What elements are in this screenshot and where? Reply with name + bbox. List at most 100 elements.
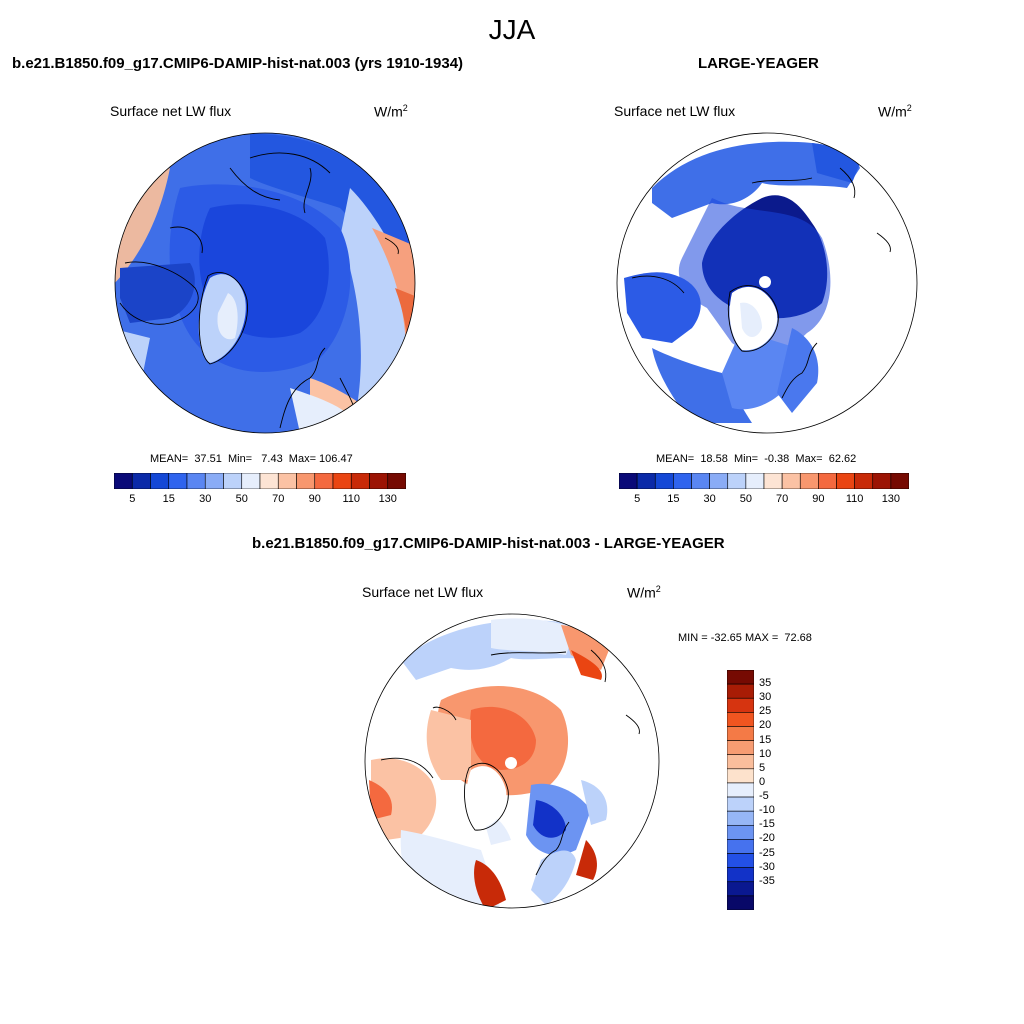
colorbar-swatch <box>727 473 747 489</box>
colorbar-swatch <box>727 782 754 798</box>
colorbar-swatch <box>727 670 754 685</box>
colorbar-tick-label: 50 <box>739 493 752 505</box>
colorbar-swatch <box>186 473 206 489</box>
colorbar-swatch <box>727 895 754 910</box>
colorbar-tick-label: 35 <box>759 677 772 690</box>
right-colorbar-ticks: 5 15 30 50 70 90 110 130 <box>619 493 909 509</box>
colorbar-swatch <box>818 473 837 489</box>
right-colorbar <box>619 473 909 489</box>
diff-polar-map <box>364 613 660 909</box>
colorbar-tick-label: 30 <box>703 493 716 505</box>
colorbar-swatch <box>727 740 754 756</box>
colorbar-tick-label: 15 <box>667 493 680 505</box>
colorbar-tick-label: 70 <box>272 493 285 505</box>
colorbar-tick-label: 15 <box>759 733 772 746</box>
left-stats: MEAN= 37.51 Min= 7.43 Max= 106.47 <box>150 453 353 465</box>
colorbar-tick-label: -15 <box>759 818 775 831</box>
colorbar-tick-label: -5 <box>759 790 769 803</box>
colorbar-swatch <box>854 473 874 489</box>
left-variable-label: Surface net LW flux <box>110 103 232 119</box>
colorbar-swatch <box>727 853 754 868</box>
colorbar-tick-label: 110 <box>342 493 361 505</box>
colorbar-swatch <box>727 839 754 854</box>
colorbar-tick-label: 30 <box>199 493 212 505</box>
colorbar-swatch <box>745 473 765 489</box>
colorbar-swatch <box>204 473 224 489</box>
colorbar-tick-label: 5 <box>759 761 766 774</box>
colorbar-tick-label: 90 <box>812 493 825 505</box>
colorbar-swatch <box>727 697 754 713</box>
colorbar-tick-label: -10 <box>759 804 775 817</box>
colorbar-swatch <box>727 867 754 883</box>
right-polar-map <box>616 132 918 434</box>
colorbar-swatch <box>131 473 151 489</box>
colorbar-tick-label: 20 <box>759 719 772 732</box>
colorbar-swatch <box>727 824 754 840</box>
left-panel-title: b.e21.B1850.f09_g17.CMIP6-DAMIP-hist-nat… <box>12 55 464 72</box>
colorbar-swatch <box>691 473 710 489</box>
colorbar-tick-label: -30 <box>759 860 775 873</box>
colorbar-tick-label: -35 <box>759 874 775 887</box>
colorbar-swatch <box>727 726 754 741</box>
left-colorbar-ticks: 5 15 30 50 70 90 110 130 <box>114 493 406 509</box>
colorbar-tick-label: 50 <box>235 493 248 505</box>
colorbar-tick-label: -20 <box>759 832 775 845</box>
colorbar-tick-label: 10 <box>759 747 772 760</box>
diff-variable-label: Surface net LW flux <box>362 584 484 600</box>
colorbar-tick-label: 0 <box>759 775 766 788</box>
colorbar-swatch <box>150 473 170 489</box>
diff-minmax: MIN = -32.65 MAX = 72.68 <box>678 632 812 644</box>
colorbar-swatch <box>223 473 243 489</box>
colorbar-swatch <box>836 473 855 489</box>
colorbar-swatch <box>168 473 188 489</box>
colorbar-swatch <box>369 473 389 489</box>
colorbar-swatch <box>781 473 801 489</box>
colorbar-swatch <box>314 473 334 489</box>
colorbar-swatch <box>727 683 754 699</box>
colorbar-swatch <box>332 473 352 489</box>
colorbar-swatch <box>654 473 674 489</box>
colorbar-swatch <box>890 473 909 489</box>
colorbar-tick-label: 5 <box>634 493 641 505</box>
diff-units-label: W/m2 <box>627 584 661 601</box>
colorbar-swatch <box>114 473 133 489</box>
colorbar-tick-label: 110 <box>845 493 864 505</box>
colorbar-tick-label: 130 <box>881 493 901 505</box>
colorbar-swatch <box>763 473 783 489</box>
colorbar-swatch <box>709 473 729 489</box>
diff-panel-title: b.e21.B1850.f09_g17.CMIP6-DAMIP-hist-nat… <box>252 535 725 552</box>
right-panel-title: LARGE-YEAGER <box>698 55 819 72</box>
colorbar-swatch <box>727 768 754 784</box>
diff-colorbar <box>727 670 754 910</box>
left-polar-map <box>114 132 416 434</box>
left-colorbar <box>114 473 406 489</box>
right-stats: MEAN= 18.58 Min= -0.38 Max= 62.62 <box>656 453 857 465</box>
colorbar-tick-label: 5 <box>129 493 136 505</box>
colorbar-swatch <box>727 712 754 727</box>
colorbar-swatch <box>727 810 754 826</box>
colorbar-swatch <box>387 473 406 489</box>
right-units-label: W/m2 <box>878 103 912 120</box>
colorbar-tick-label: -25 <box>759 846 775 859</box>
colorbar-swatch <box>259 473 279 489</box>
colorbar-swatch <box>673 473 692 489</box>
colorbar-swatch <box>872 473 892 489</box>
colorbar-tick-label: 30 <box>759 691 772 704</box>
colorbar-swatch <box>296 473 316 489</box>
colorbar-tick-label: 25 <box>759 705 772 718</box>
colorbar-swatch <box>799 473 819 489</box>
diff-colorbar-ticks: 35 30 25 20 15 10 5 0 -5 -10 -15 -20 -25 -30 -35 <box>759 670 799 910</box>
colorbar-swatch <box>350 473 370 489</box>
colorbar-swatch <box>727 754 754 770</box>
season-title: JJA <box>488 14 536 45</box>
colorbar-tick-label: 90 <box>308 493 321 505</box>
left-units-label: W/m2 <box>374 103 408 120</box>
colorbar-swatch <box>277 473 297 489</box>
colorbar-swatch <box>619 473 638 489</box>
colorbar-swatch <box>636 473 656 489</box>
colorbar-tick-label: 15 <box>162 493 175 505</box>
colorbar-swatch <box>727 881 754 897</box>
right-variable-label: Surface net LW flux <box>614 103 736 119</box>
colorbar-tick-label: 70 <box>776 493 789 505</box>
colorbar-swatch <box>241 473 261 489</box>
